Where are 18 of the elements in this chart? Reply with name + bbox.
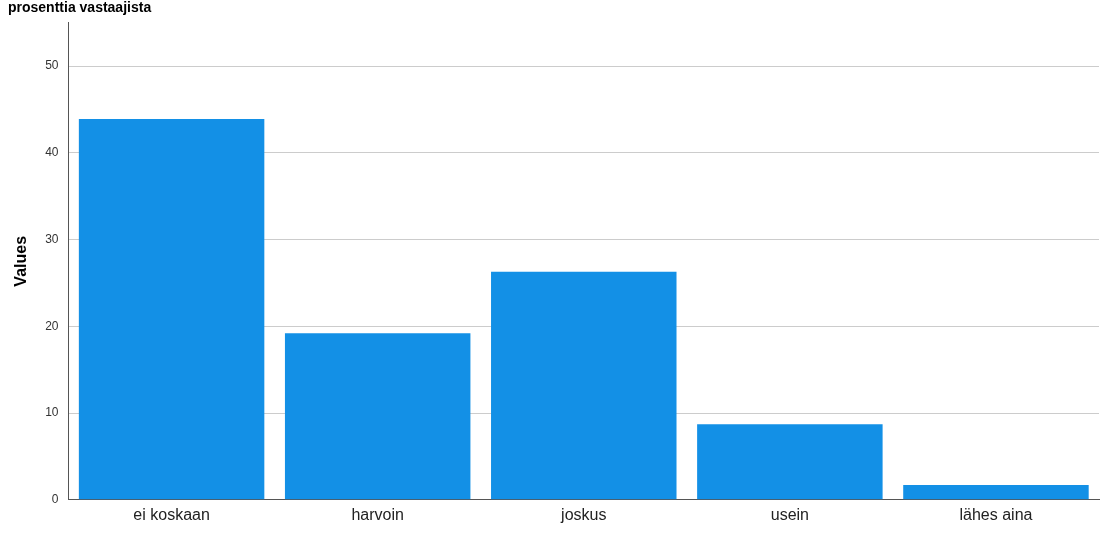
bar: [491, 271, 677, 500]
x-tick-label: joskus: [560, 505, 607, 523]
y-tick-label: 10: [45, 405, 59, 420]
x-tick-label: lähes aina: [959, 505, 1033, 523]
chart-title: prosenttia vastaajista: [8, 0, 152, 16]
bar: [903, 485, 1089, 500]
bar: [697, 424, 883, 500]
bar: [284, 333, 471, 500]
y-tick-label: 20: [45, 318, 59, 333]
y-tick-label: 50: [45, 58, 59, 73]
x-tick-label: harvoin: [351, 505, 404, 523]
y-tick-label: 40: [45, 145, 59, 160]
x-tick-label: ei koskaan: [133, 505, 210, 523]
y-tick-label: 30: [45, 231, 59, 246]
bar: [78, 119, 265, 500]
x-tick-label: usein: [770, 505, 809, 523]
y-axis-title: Values: [12, 235, 30, 287]
y-tick-label: 0: [51, 492, 59, 507]
